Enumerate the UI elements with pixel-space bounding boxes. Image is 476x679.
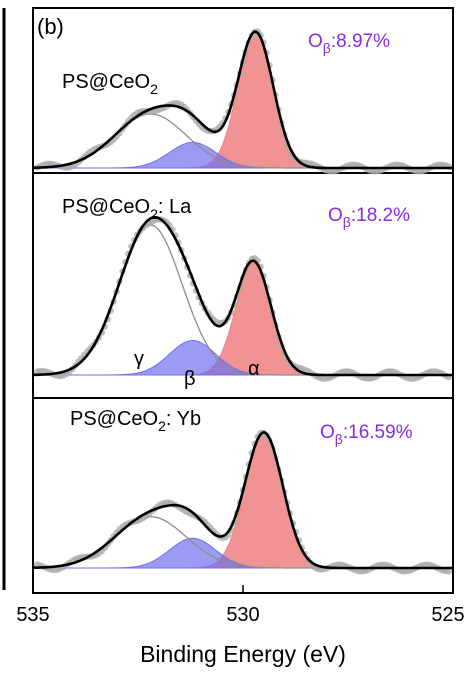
total-fit-line-3 <box>32 431 453 570</box>
total-fit-line-2 <box>32 216 453 377</box>
x-tick-label-530: 530 <box>226 604 259 626</box>
total-fit-line-1 <box>32 30 453 170</box>
sample-label-1: PS@CeO2 <box>62 71 158 97</box>
x-tick-label-535: 535 <box>16 604 49 626</box>
component-alpha-fill-3 <box>33 432 453 569</box>
panel-label: (b) <box>37 14 64 39</box>
o-beta-percent-2: Oβ:18.2% <box>328 205 410 230</box>
o-beta-percent-1: Oβ:8.97% <box>308 31 390 56</box>
peak-label-gamma: γ <box>134 348 144 370</box>
x-tick-label-525: 525 <box>431 604 464 626</box>
spectrum-1 <box>32 28 453 175</box>
spectrum-3 <box>32 429 453 575</box>
data-point <box>445 568 452 575</box>
o-beta-percent-3: Oβ:16.59% <box>320 422 413 447</box>
spectra-layer <box>32 28 453 575</box>
sample-label-3: PS@CeO2: Yb <box>70 408 201 434</box>
peak-label-alpha: α <box>248 358 260 380</box>
peak-label-beta: β <box>184 368 196 390</box>
sample-label-2: PS@CeO2: La <box>62 196 192 222</box>
x-axis-title: Binding Energy (eV) <box>140 641 346 667</box>
spectrum-2 <box>32 216 453 382</box>
